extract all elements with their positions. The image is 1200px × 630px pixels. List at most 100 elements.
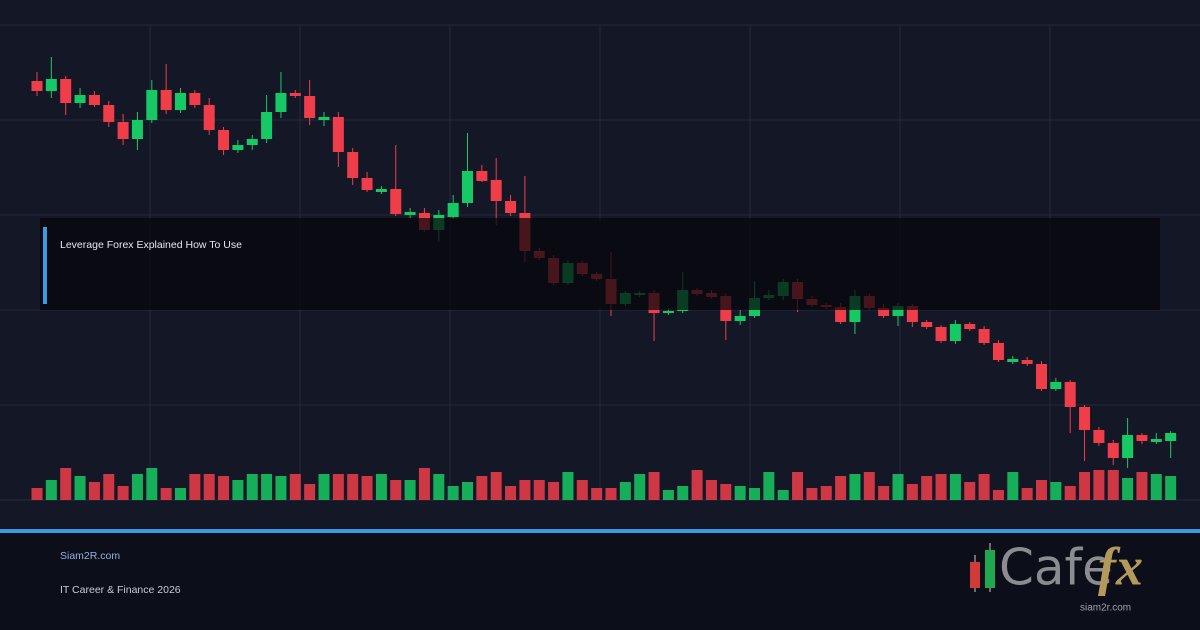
volume-bar xyxy=(1136,472,1148,500)
volume-bar xyxy=(562,472,574,500)
logo-url: siam2r.com xyxy=(1080,603,1131,614)
logo-word: Cafe xyxy=(999,539,1113,597)
volume-bar xyxy=(949,474,961,500)
candle-body xyxy=(390,189,402,214)
candle-body xyxy=(1122,435,1134,458)
volume-bar xyxy=(1007,472,1019,500)
candle-body xyxy=(1064,382,1076,407)
volume-bar xyxy=(117,486,129,500)
volume-bar xyxy=(863,472,875,500)
footer-tagline: IT Career & Finance 2026 xyxy=(60,584,181,596)
candle-body xyxy=(131,120,143,139)
volume-bar xyxy=(131,474,143,500)
candle-body xyxy=(103,105,115,122)
footer-line xyxy=(0,529,1200,533)
volume-bar xyxy=(318,474,330,500)
volume-bar xyxy=(1050,482,1062,500)
candle-body xyxy=(964,324,976,329)
candle-body xyxy=(375,189,387,192)
volume-bar xyxy=(1122,478,1134,500)
volume-bar xyxy=(490,472,502,500)
volume-bar xyxy=(763,472,775,500)
volume-bar xyxy=(347,474,359,500)
volume-bar xyxy=(60,468,72,500)
volume-bar xyxy=(74,476,86,500)
candle-body xyxy=(1093,430,1105,443)
candles xyxy=(31,57,1177,500)
candle-body xyxy=(189,93,201,105)
candle-body xyxy=(218,130,230,150)
candle-body xyxy=(261,112,273,139)
volume-bar xyxy=(304,484,316,500)
volume-bar xyxy=(964,482,976,500)
volume-bar xyxy=(275,476,287,500)
volume-bar xyxy=(677,486,689,500)
chart-title: Leverage Forex Explained How To Use xyxy=(60,239,242,251)
candle-body xyxy=(347,152,359,178)
volume-bar xyxy=(88,482,100,500)
volume-bar xyxy=(548,482,560,500)
candle-body xyxy=(462,171,473,203)
volume-bar xyxy=(246,474,258,500)
volume-bar xyxy=(777,490,789,500)
volume-bar xyxy=(289,474,301,500)
candle-body xyxy=(60,79,72,103)
candle-body xyxy=(275,93,287,112)
candle-body xyxy=(361,178,373,190)
candle-body xyxy=(1007,359,1019,362)
volume-bar xyxy=(447,486,459,500)
candle-body xyxy=(74,95,86,103)
candle-body xyxy=(117,122,129,139)
volume-bar xyxy=(390,480,402,500)
volume-bar xyxy=(878,486,890,500)
volume-bar xyxy=(619,482,631,500)
candle-body xyxy=(203,105,215,130)
candle-body xyxy=(1079,407,1091,430)
candle-body xyxy=(332,117,344,152)
volume-bar xyxy=(505,486,517,500)
candle-body xyxy=(289,93,301,96)
volume-bar xyxy=(820,486,832,500)
volume-bar xyxy=(634,474,646,500)
volume-bar xyxy=(462,482,473,500)
candle-body xyxy=(505,201,517,213)
banner-accent xyxy=(43,227,47,304)
volume-bar xyxy=(835,476,847,500)
candle-body xyxy=(906,306,918,322)
volume-bar xyxy=(433,474,445,500)
volume-bar xyxy=(103,474,115,500)
volume-bar xyxy=(849,474,861,500)
footer xyxy=(0,530,1200,630)
candle-body xyxy=(1136,435,1148,441)
volume-bar xyxy=(519,480,531,500)
footer-site: Siam2R.com xyxy=(60,550,120,562)
volume-bar xyxy=(1093,470,1105,500)
volume-bar xyxy=(232,480,244,500)
title-banner xyxy=(40,218,1160,310)
volume-bar xyxy=(361,476,373,500)
volume-bar xyxy=(648,472,660,500)
volume-bar xyxy=(533,480,545,500)
volume-bar xyxy=(576,480,588,500)
volume-bar xyxy=(160,488,172,500)
candle-body xyxy=(1036,364,1047,389)
candle-body xyxy=(318,117,330,120)
candle-body xyxy=(978,329,990,343)
candle-body xyxy=(447,203,459,217)
candle-body xyxy=(878,308,890,316)
volume-bar xyxy=(992,490,1004,500)
volume-bar xyxy=(734,486,746,500)
volume-bar xyxy=(418,468,430,500)
volume-bar xyxy=(1150,474,1162,500)
candle-body xyxy=(1107,443,1119,458)
candle-body xyxy=(992,343,1004,360)
candle-body xyxy=(31,81,43,91)
volume-bar xyxy=(806,488,818,500)
volume-bar xyxy=(935,474,947,500)
candle-body xyxy=(921,322,933,327)
candle-body xyxy=(175,93,186,110)
candle-body xyxy=(892,306,904,316)
candle-body xyxy=(734,316,746,321)
volume-bar xyxy=(261,474,273,500)
